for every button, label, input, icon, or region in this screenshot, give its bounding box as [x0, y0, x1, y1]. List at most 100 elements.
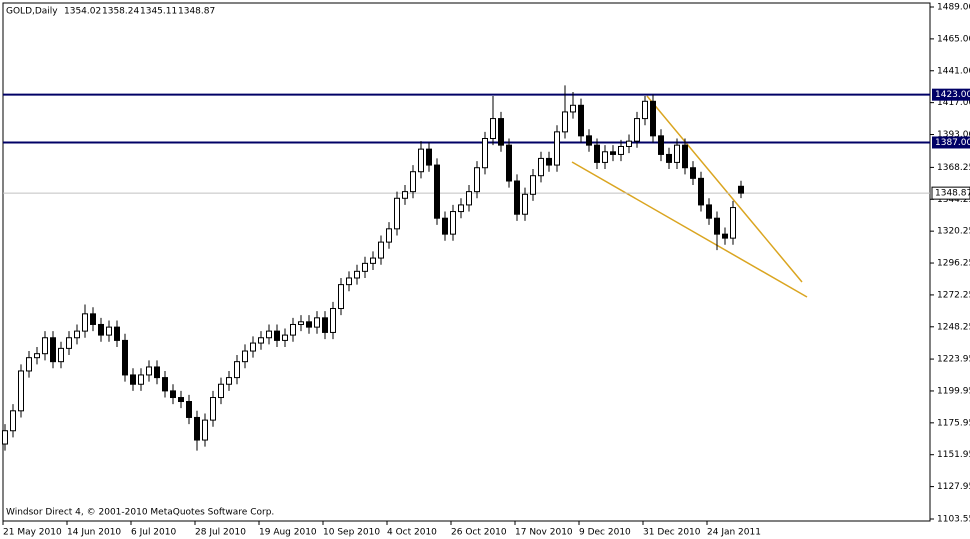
candle-body: [642, 100, 648, 120]
candle-body: [530, 175, 536, 195]
candle-body: [162, 377, 168, 392]
y-tick-label: 1368.25: [937, 163, 970, 173]
candle-body: [154, 366, 160, 379]
x-tick-label: 6 Jul 2010: [131, 528, 176, 538]
candle-body: [482, 138, 488, 169]
candle-body: [218, 383, 224, 399]
x-tick-label: 31 Dec 2010: [643, 528, 701, 538]
candle-body: [674, 144, 680, 163]
header-low: 1345.11: [140, 7, 177, 17]
candle-body: [50, 337, 56, 363]
candle-body: [426, 148, 432, 166]
x-tick-label: 9 Dec 2010: [579, 528, 631, 538]
x-tick-label: 21 May 2010: [3, 528, 62, 538]
candle-body: [146, 366, 152, 376]
candle-body: [602, 151, 608, 163]
x-tick-label: 24 Jan 2011: [707, 528, 761, 538]
y-tick-label: 1151.95: [937, 450, 970, 460]
candle-body: [122, 339, 128, 376]
y-tick-label: 1103.55: [937, 515, 970, 525]
header-high: 1358.24: [102, 7, 139, 17]
candle-body: [234, 361, 240, 379]
y-tick-label: 1199.95: [937, 386, 970, 396]
candle-body: [258, 337, 264, 344]
candle-body: [322, 317, 328, 333]
candle-body: [338, 284, 344, 310]
candle-body: [42, 337, 48, 355]
candle-body: [738, 185, 744, 194]
candle-body: [690, 167, 696, 179]
trend-line: [646, 95, 803, 283]
candle-body: [194, 416, 200, 441]
candle-body: [586, 135, 592, 146]
candle-body: [314, 317, 320, 328]
candle-body: [10, 410, 16, 432]
candle-body: [2, 430, 8, 445]
x-tick-label: 28 Jul 2010: [195, 528, 246, 538]
y-tick-label: 1489.00: [937, 3, 970, 13]
candle-body: [378, 241, 384, 259]
candle-body: [210, 397, 216, 421]
candle-body: [394, 197, 400, 230]
candle-body: [434, 164, 440, 219]
y-tick-label: 1417.00: [937, 98, 970, 108]
candle-body: [186, 401, 192, 418]
level-label-box: [932, 136, 970, 149]
candle-body: [370, 257, 376, 264]
candle-body: [402, 191, 408, 199]
candle-body: [458, 204, 464, 213]
candle-body: [714, 217, 720, 235]
candle-body: [18, 370, 24, 412]
candle-body: [610, 151, 616, 155]
x-tick-label: 19 Aug 2010: [259, 528, 317, 538]
candle-body: [514, 180, 520, 215]
candle-body: [98, 323, 104, 336]
candle-body: [450, 211, 456, 235]
y-tick-label: 1465.00: [937, 34, 970, 44]
candle-body: [682, 144, 688, 169]
x-tick-label: 17 Nov 2010: [515, 528, 573, 538]
candle-body: [570, 104, 576, 113]
candle-body: [298, 321, 304, 325]
candle-body: [170, 390, 176, 399]
candle-body: [706, 204, 712, 219]
candle-body: [202, 419, 208, 441]
y-tick-label: 1320.25: [937, 227, 970, 237]
y-tick-label: 1272.25: [937, 290, 970, 300]
candle-body: [578, 104, 584, 137]
candle-body: [226, 377, 232, 385]
candle-body: [290, 323, 296, 336]
candle-body: [698, 177, 704, 206]
candle-body: [410, 171, 416, 193]
candle-body: [266, 330, 272, 339]
candle-body: [546, 157, 552, 166]
candle-body: [178, 397, 184, 403]
candle-body: [554, 131, 560, 166]
footer: Windsor Direct 4, © 2001-2010 MetaQuotes…: [6, 508, 274, 518]
candle-body: [626, 140, 632, 147]
y-tick-label: 1296.25: [937, 259, 970, 269]
y-tick-label: 1248.25: [937, 322, 970, 332]
candle-body: [386, 228, 392, 243]
y-tick-label: 1223.95: [937, 355, 970, 365]
candle-body: [730, 207, 736, 239]
candle-body: [442, 217, 448, 235]
candle-body: [242, 350, 248, 363]
candle-body: [498, 118, 504, 146]
candle-body: [282, 334, 288, 341]
y-tick-label: 1127.95: [937, 482, 970, 492]
symbol: GOLD,Daily: [6, 7, 58, 17]
candle-body: [330, 308, 336, 333]
candle-body: [594, 144, 600, 163]
candle-body: [474, 167, 480, 193]
candle-body: [658, 135, 664, 155]
candle-body: [26, 357, 32, 372]
candle-body: [82, 313, 88, 332]
candle-body: [650, 100, 656, 137]
candle-body: [538, 157, 544, 177]
x-tick-label: 10 Sep 2010: [323, 528, 380, 538]
candle-body: [90, 313, 96, 325]
header-open: 1354.02: [64, 7, 101, 17]
